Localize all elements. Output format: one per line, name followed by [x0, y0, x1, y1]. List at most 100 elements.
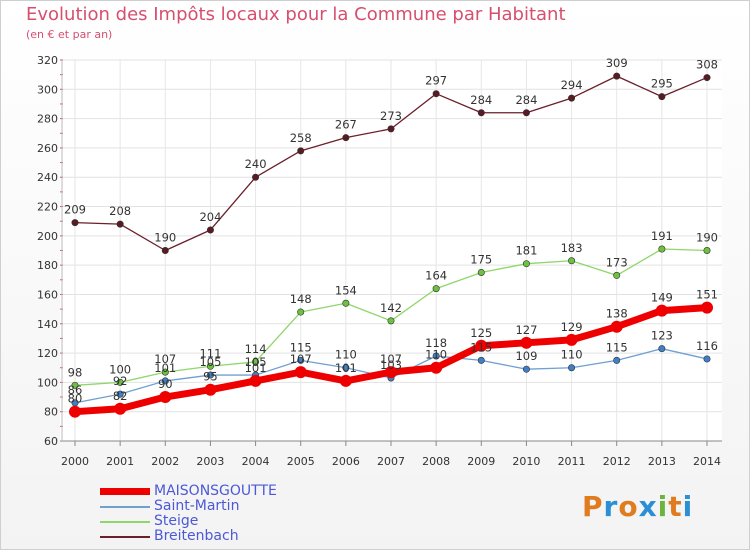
x-tick-label: 2004 — [242, 455, 270, 468]
data-label: 115 — [290, 340, 312, 354]
data-label: 154 — [335, 283, 357, 297]
data-point — [477, 356, 485, 364]
x-tick-label: 2009 — [467, 455, 495, 468]
data-label: 115 — [606, 340, 628, 354]
x-tick-label: 2000 — [61, 455, 89, 468]
legend-swatch — [100, 535, 150, 538]
data-point — [342, 299, 350, 307]
data-point — [703, 355, 711, 363]
data-point — [297, 308, 305, 316]
data-point — [703, 74, 711, 82]
legend-label: Breitenbach — [154, 528, 239, 544]
y-tick-label: 300 — [37, 83, 58, 96]
data-point — [297, 356, 305, 364]
legend: MAISONSGOUTTE Saint-Martin Steige Breitenba… — [100, 484, 277, 544]
x-tick-label: 2014 — [693, 455, 721, 468]
data-label: 107 — [380, 352, 402, 366]
data-label: 125 — [470, 326, 492, 340]
data-label: 142 — [380, 301, 402, 315]
data-label: 273 — [380, 109, 402, 123]
data-label: 173 — [606, 255, 628, 269]
data-point — [430, 361, 443, 374]
data-label: 175 — [470, 252, 492, 266]
data-point — [69, 405, 81, 418]
data-point — [522, 109, 530, 117]
data-point — [385, 366, 397, 379]
x-tick-label: 2003 — [196, 455, 224, 468]
data-label: 295 — [651, 77, 673, 91]
data-point — [565, 333, 578, 346]
data-label: 111 — [199, 346, 221, 360]
data-point — [161, 247, 169, 255]
data-label: 103 — [380, 358, 402, 372]
data-label: 209 — [64, 203, 86, 217]
data-point — [522, 365, 530, 373]
x-tick-label: 2013 — [648, 455, 676, 468]
chart-subtitle: (en € et par an) — [26, 28, 113, 41]
data-label: 183 — [561, 241, 583, 255]
data-point — [658, 345, 666, 353]
data-point — [297, 147, 305, 155]
data-point — [342, 134, 350, 142]
data-point — [342, 364, 350, 372]
data-point — [71, 381, 79, 389]
data-point — [161, 377, 169, 385]
data-point — [387, 125, 395, 133]
proxiti-logo: Proxiti — [582, 490, 694, 523]
data-point — [613, 356, 621, 364]
x-tick-label: 2011 — [558, 455, 586, 468]
data-label: 208 — [109, 204, 131, 218]
legend-item: Steige — [100, 514, 277, 529]
data-label: 127 — [515, 323, 537, 337]
data-label: 101 — [335, 361, 357, 375]
data-label: 138 — [606, 307, 628, 321]
y-tick-label: 320 — [37, 54, 58, 67]
data-point — [206, 371, 214, 379]
y-tick-label: 60 — [44, 435, 58, 448]
data-label: 109 — [515, 349, 537, 363]
data-point — [71, 219, 79, 227]
x-tick-label: 2012 — [603, 455, 631, 468]
x-tick-label: 2005 — [287, 455, 315, 468]
y-tick-label: 140 — [37, 318, 58, 331]
data-point — [701, 301, 713, 314]
data-label: 129 — [561, 320, 583, 334]
data-point — [613, 271, 621, 279]
data-label: 148 — [290, 292, 312, 306]
x-tick-label: 2008 — [422, 455, 450, 468]
legend-label: MAISONSGOUTTE — [154, 483, 277, 499]
data-label: 149 — [651, 291, 673, 305]
data-label: 191 — [651, 229, 673, 243]
data-label: 258 — [290, 131, 312, 145]
data-point — [294, 366, 307, 379]
data-label: 190 — [696, 231, 718, 245]
data-label: 110 — [335, 348, 357, 362]
data-label: 86 — [68, 383, 83, 397]
data-point — [432, 352, 440, 360]
data-label: 110 — [425, 348, 447, 362]
y-tick-label: 280 — [37, 113, 58, 126]
data-point — [568, 257, 576, 265]
data-label: 123 — [651, 329, 673, 343]
data-label: 98 — [68, 365, 83, 379]
data-point — [252, 173, 260, 181]
data-label: 116 — [696, 339, 718, 353]
data-point — [116, 390, 124, 398]
data-point — [703, 247, 711, 255]
data-point — [432, 285, 440, 293]
data-label: 308 — [696, 58, 718, 72]
data-point — [658, 245, 666, 253]
x-tick-label: 2010 — [512, 455, 540, 468]
data-label: 294 — [561, 78, 583, 92]
y-tick-label: 260 — [37, 142, 58, 155]
data-point — [206, 226, 214, 234]
y-tick-label: 180 — [37, 259, 58, 272]
data-label: 118 — [425, 336, 447, 350]
data-point — [204, 383, 217, 396]
data-point — [477, 109, 485, 117]
data-label: 110 — [561, 348, 583, 362]
data-label: 204 — [199, 210, 221, 224]
data-point — [655, 304, 668, 317]
legend-label: Saint-Martin — [154, 498, 240, 514]
x-tick-label: 2006 — [332, 455, 360, 468]
